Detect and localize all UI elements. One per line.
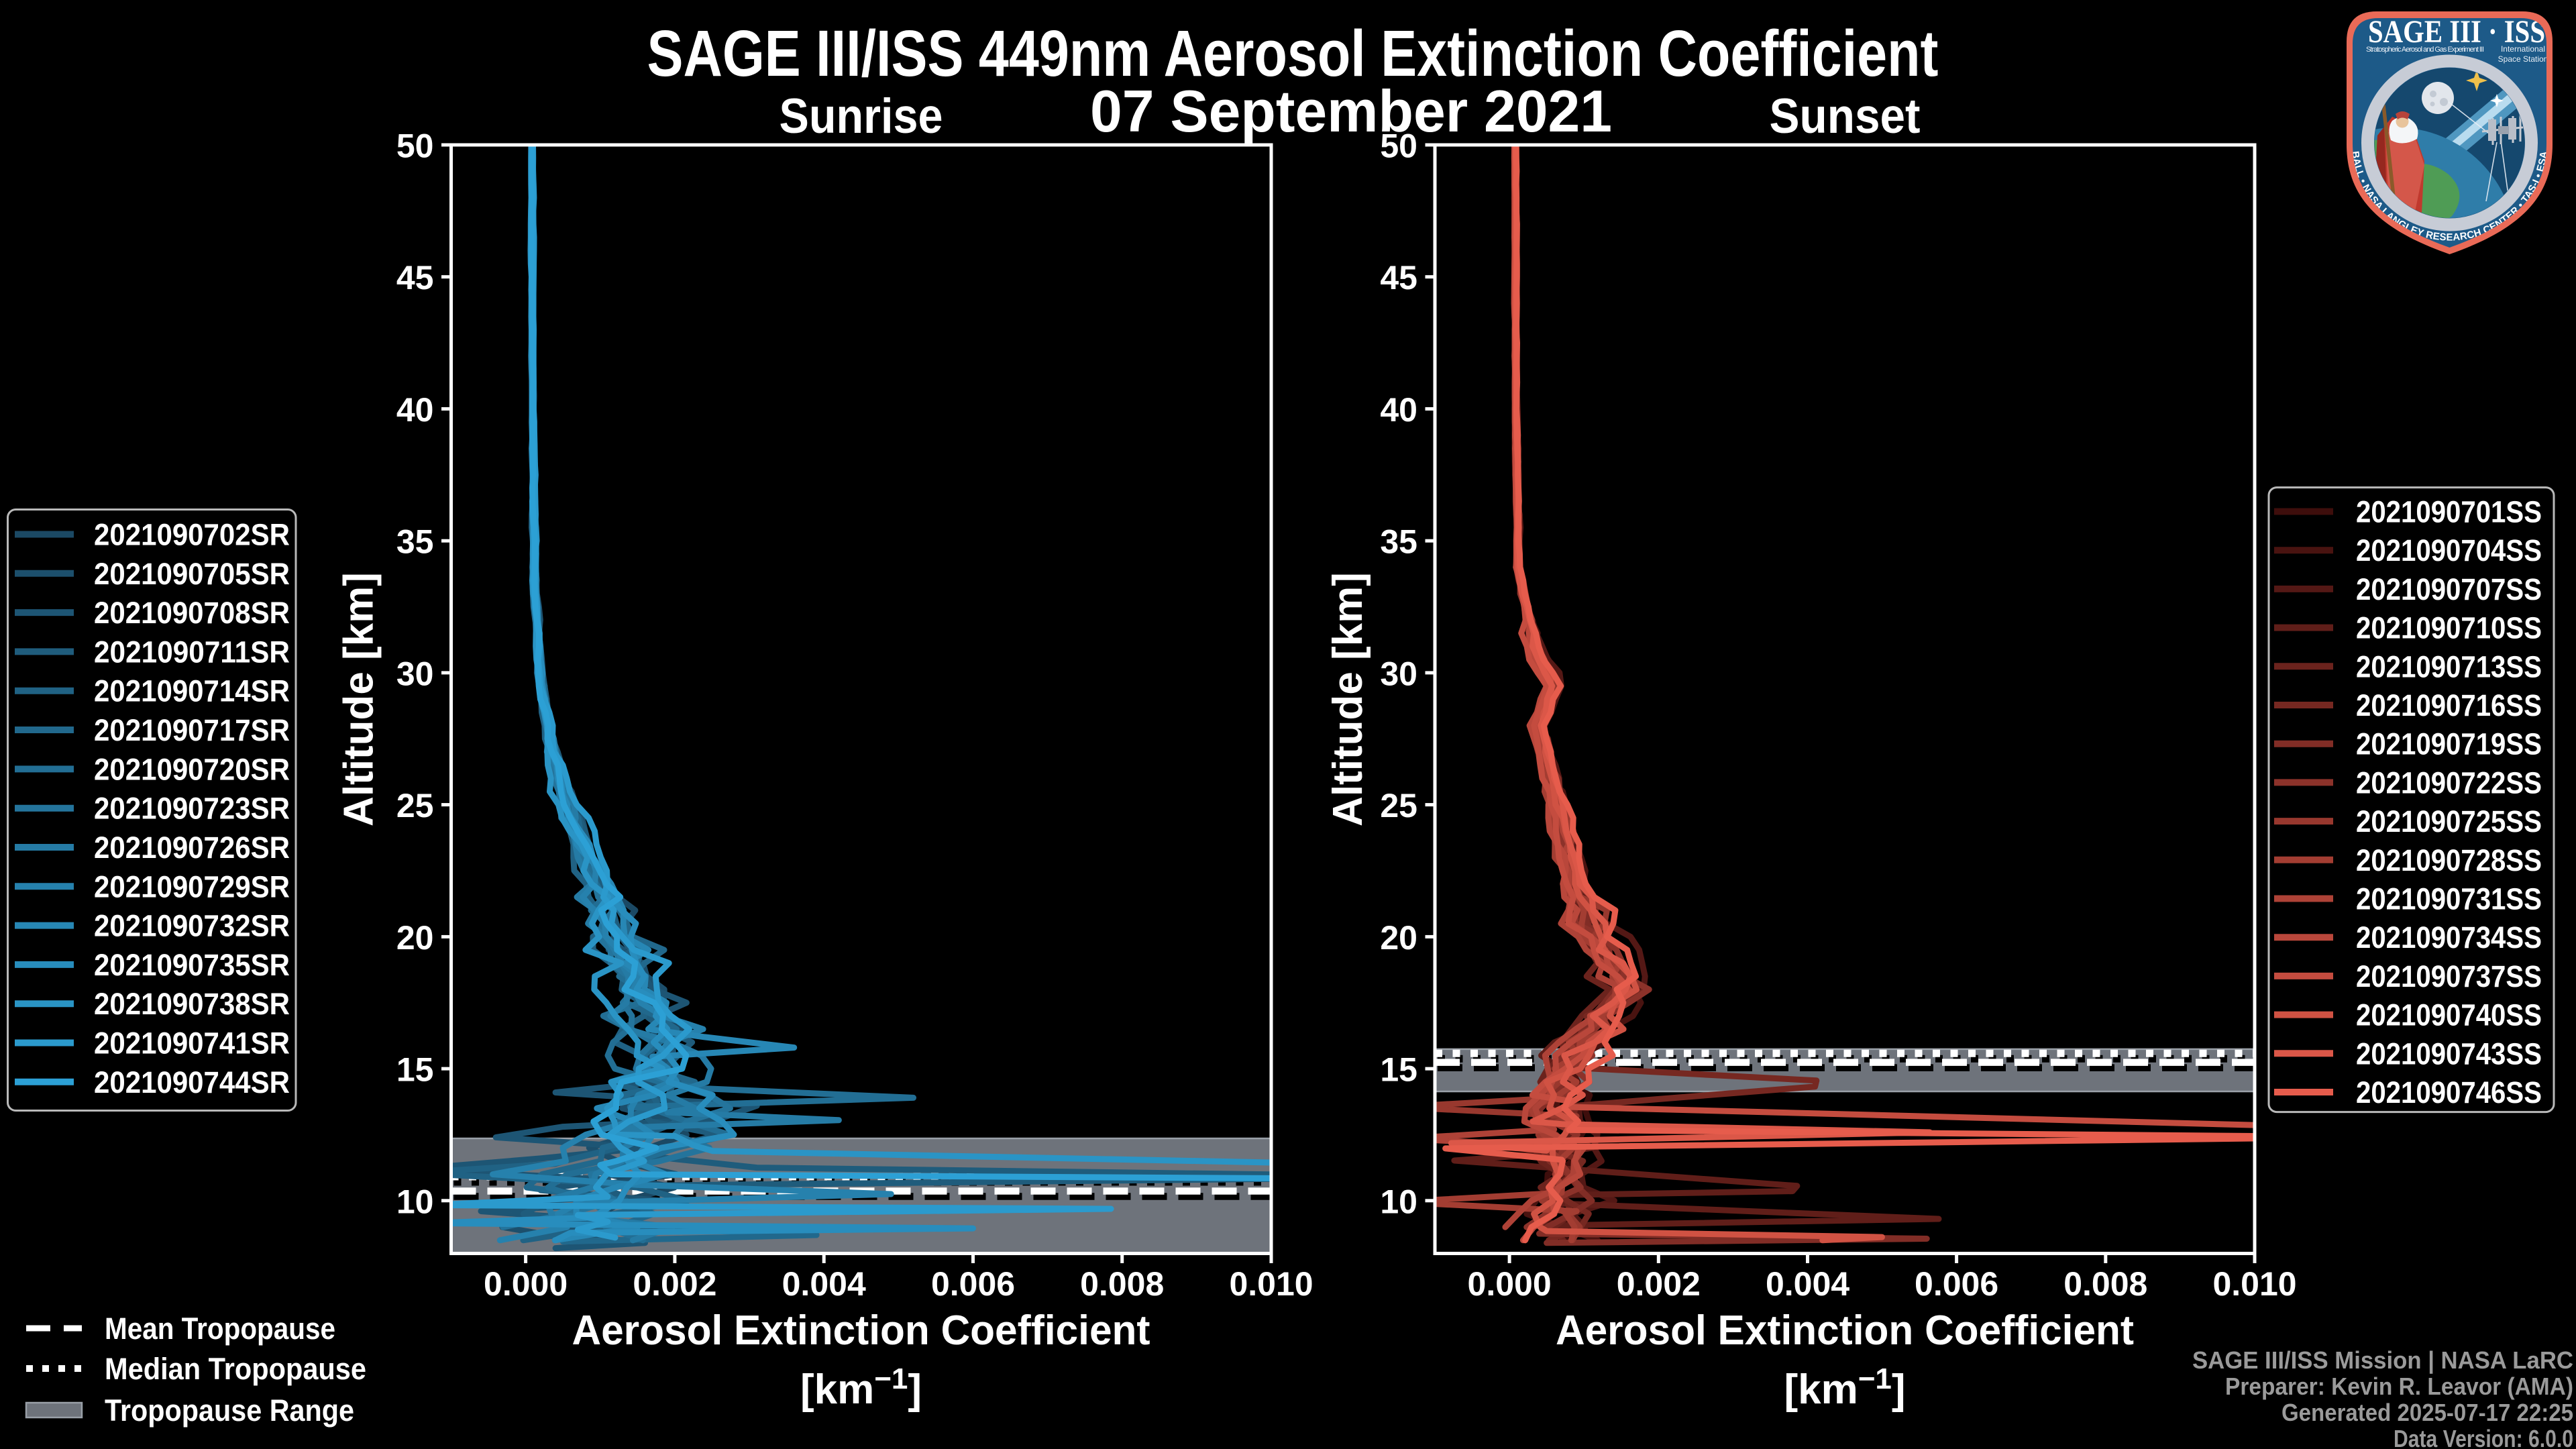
svg-text:2021090743SS: 2021090743SS: [2356, 1036, 2542, 1071]
svg-text:2021090707SS: 2021090707SS: [2356, 572, 2542, 606]
svg-text:35: 35: [1380, 523, 1417, 561]
svg-text:2021090723SR: 2021090723SR: [94, 792, 290, 826]
svg-text:2021090719SS: 2021090719SS: [2356, 727, 2542, 761]
svg-text:0.002: 0.002: [1617, 1265, 1701, 1303]
svg-text:2021090716SS: 2021090716SS: [2356, 688, 2542, 722]
svg-text:Data Version: 6.0.0: Data Version: 6.0.0: [2394, 1425, 2573, 1449]
svg-text:SAGE III · ISS: SAGE III · ISS: [2368, 14, 2545, 50]
svg-text:0.004: 0.004: [1766, 1265, 1849, 1303]
svg-text:2021090744SR: 2021090744SR: [94, 1065, 290, 1099]
svg-text:2021090711SR: 2021090711SR: [94, 635, 290, 669]
svg-text:2021090713SS: 2021090713SS: [2356, 649, 2542, 684]
svg-text:2021090738SR: 2021090738SR: [94, 987, 290, 1021]
svg-text:50: 50: [396, 127, 434, 165]
svg-text:Altitude [km]: Altitude [km]: [336, 572, 382, 826]
svg-text:SAGE III/ISS 449nm Aerosol Ext: SAGE III/ISS 449nm Aerosol Extinction Co…: [647, 17, 1939, 90]
svg-text:2021090729SR: 2021090729SR: [94, 869, 290, 904]
svg-text:40: 40: [396, 391, 434, 429]
svg-text:International: International: [2501, 44, 2545, 54]
svg-text:2021090704SS: 2021090704SS: [2356, 533, 2542, 568]
svg-text:Median Tropopause: Median Tropopause: [105, 1352, 366, 1386]
svg-text:2021090737SS: 2021090737SS: [2356, 959, 2542, 994]
svg-text:0.006: 0.006: [1915, 1265, 1998, 1303]
svg-text:2021090746SS: 2021090746SS: [2356, 1075, 2542, 1110]
svg-text:2021090702SR: 2021090702SR: [94, 518, 290, 552]
svg-text:0.000: 0.000: [1468, 1265, 1552, 1303]
svg-text:Stratospheric Aerosol and Gas: Stratospheric Aerosol and Gas Experiment…: [2366, 46, 2484, 54]
svg-text:0.000: 0.000: [484, 1265, 568, 1303]
svg-text:45: 45: [1380, 259, 1417, 297]
svg-text:Preparer: Kevin R. Leavor (AMA: Preparer: Kevin R. Leavor (AMA): [2225, 1373, 2573, 1400]
svg-text:15: 15: [1380, 1051, 1417, 1089]
svg-text:2021090710SS: 2021090710SS: [2356, 611, 2542, 645]
svg-text:10: 10: [1380, 1183, 1417, 1220]
svg-text:2021090728SS: 2021090728SS: [2356, 843, 2542, 877]
svg-text:2021090717SR: 2021090717SR: [94, 713, 290, 747]
svg-text:2021090726SR: 2021090726SR: [94, 830, 290, 865]
svg-text:25: 25: [396, 787, 434, 824]
svg-text:2021090741SR: 2021090741SR: [94, 1026, 290, 1061]
svg-text:15: 15: [396, 1051, 434, 1089]
svg-text:10: 10: [396, 1183, 434, 1220]
svg-text:2021090722SS: 2021090722SS: [2356, 765, 2542, 800]
svg-text:Generated 2025-07-17 22:25: Generated 2025-07-17 22:25: [2282, 1399, 2573, 1426]
svg-text:2021090714SR: 2021090714SR: [94, 674, 290, 708]
svg-text:2021090732SR: 2021090732SR: [94, 909, 290, 943]
svg-text:2021090735SR: 2021090735SR: [94, 948, 290, 982]
svg-text:45: 45: [396, 259, 434, 297]
svg-text:2021090705SR: 2021090705SR: [94, 557, 290, 591]
svg-text:07 September 2021: 07 September 2021: [1090, 78, 1612, 144]
svg-text:0.004: 0.004: [782, 1265, 866, 1303]
svg-text:30: 30: [396, 655, 434, 692]
svg-text:30: 30: [1380, 655, 1417, 692]
svg-text:20: 20: [1380, 919, 1417, 957]
svg-text:2021090725SS: 2021090725SS: [2356, 804, 2542, 839]
svg-text:Sunrise: Sunrise: [780, 89, 943, 144]
svg-text:Tropopause Range: Tropopause Range: [105, 1393, 354, 1428]
svg-text:Space Station: Space Station: [2498, 54, 2548, 64]
svg-text:0.010: 0.010: [1229, 1265, 1313, 1303]
svg-text:SAGE III/ISS Mission | NASA La: SAGE III/ISS Mission | NASA LaRC: [2192, 1346, 2573, 1375]
svg-text:20: 20: [396, 919, 434, 957]
svg-text:0.002: 0.002: [633, 1265, 716, 1303]
svg-text:50: 50: [1380, 127, 1417, 165]
svg-text:2021090708SR: 2021090708SR: [94, 596, 290, 630]
svg-text:0.008: 0.008: [1080, 1265, 1164, 1303]
svg-text:Altitude [km]: Altitude [km]: [1325, 572, 1371, 826]
svg-text:25: 25: [1380, 787, 1417, 824]
svg-text:Aerosol Extinction Coefficient: Aerosol Extinction Coefficient: [1556, 1307, 2134, 1354]
svg-text:Sunset: Sunset: [1770, 89, 1921, 144]
svg-text:0.010: 0.010: [2212, 1265, 2296, 1303]
svg-text:2021090731SS: 2021090731SS: [2356, 882, 2542, 916]
svg-text:Mean Tropopause: Mean Tropopause: [105, 1311, 335, 1346]
svg-text:2021090734SS: 2021090734SS: [2356, 920, 2542, 955]
svg-text:0.006: 0.006: [931, 1265, 1015, 1303]
svg-text:35: 35: [396, 523, 434, 561]
svg-text:2021090701SS: 2021090701SS: [2356, 495, 2542, 529]
svg-text:0.008: 0.008: [2063, 1265, 2147, 1303]
svg-text:Aerosol Extinction Coefficient: Aerosol Extinction Coefficient: [572, 1307, 1150, 1354]
svg-text:2021090720SR: 2021090720SR: [94, 752, 290, 786]
svg-text:2021090740SS: 2021090740SS: [2356, 998, 2542, 1032]
svg-text:40: 40: [1380, 391, 1417, 429]
